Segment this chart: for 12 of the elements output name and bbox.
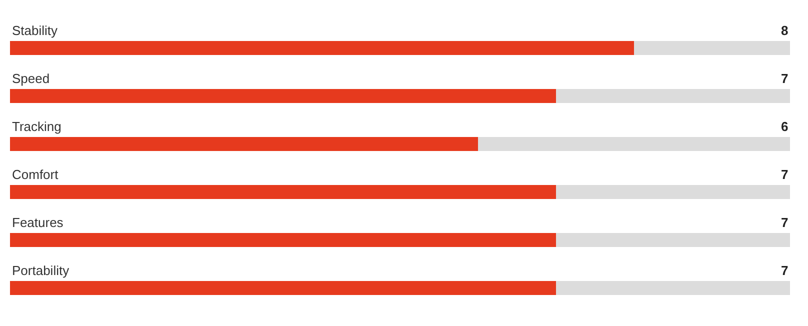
- data-label: 6: [781, 119, 788, 134]
- y-tick-label: Tracking: [12, 119, 62, 134]
- y-tick-label: Features: [12, 215, 64, 230]
- y-tick-label: Portability: [12, 263, 70, 278]
- y-tick-label: Comfort: [12, 167, 59, 182]
- data-label: 7: [781, 167, 788, 182]
- data-label: 7: [781, 263, 788, 278]
- data-label: 7: [781, 215, 788, 230]
- data-label: 7: [781, 71, 788, 86]
- data-label: 8: [781, 23, 788, 38]
- y-tick-label: Stability: [12, 23, 58, 38]
- y-tick-label: Speed: [12, 71, 50, 86]
